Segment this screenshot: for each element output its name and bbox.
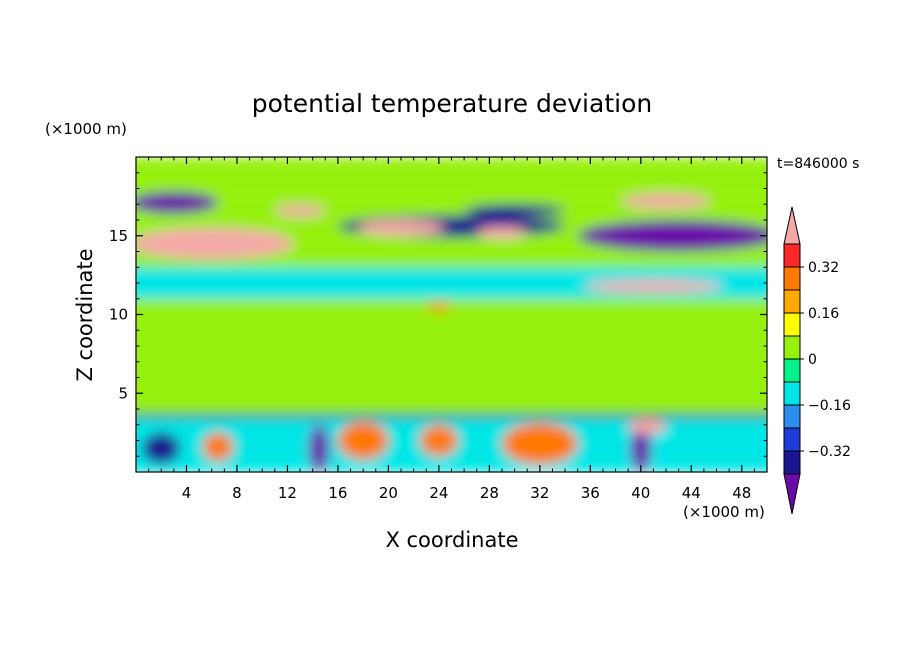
field-blob-10 — [136, 191, 219, 214]
x-tick-label: 36 — [581, 484, 600, 502]
colorbar-box — [783, 289, 801, 314]
field-layer-3 — [136, 292, 767, 299]
colorbar-box — [783, 312, 801, 337]
field-blob-19 — [501, 423, 578, 465]
field-blob-25 — [419, 424, 458, 457]
field-blob-21 — [630, 424, 651, 472]
field-blob-20 — [308, 424, 330, 472]
field-blob-11 — [356, 220, 446, 236]
field-blob-13 — [621, 193, 711, 209]
colorbar-box — [783, 358, 801, 383]
field-blob-9 — [577, 220, 767, 252]
colorbar-tick-label: 0.16 — [808, 306, 839, 322]
y-tick-label: 10 — [109, 306, 128, 324]
colorbar-box — [783, 427, 801, 452]
field-blob-12 — [476, 226, 528, 239]
field-blob-16 — [584, 279, 723, 293]
colorbar-bottom-triangle — [783, 473, 801, 515]
x-tick-label: 8 — [232, 484, 242, 502]
x-axis: 4 8 12 16 20 24 28 32 36 40 44 48 — [148, 157, 755, 502]
field-blob-7 — [136, 227, 294, 260]
colorbar-tick-label: 0.32 — [808, 260, 839, 276]
x-tick-label: 40 — [631, 484, 650, 502]
colorbar-box — [783, 450, 801, 475]
x-tick-label: 48 — [732, 484, 751, 502]
field-layer-6 — [136, 157, 767, 197]
colorbar-tick-label: −0.16 — [808, 398, 851, 414]
x-tick-label: 32 — [530, 484, 549, 502]
time-label: t=846000 s — [777, 156, 859, 172]
chart-title: potential temperature deviation — [252, 89, 652, 118]
x-unit-label: (×1000 m) — [683, 503, 765, 521]
x-tick-label: 16 — [328, 484, 347, 502]
y-tick-label: 5 — [118, 384, 128, 402]
field-blob-14 — [274, 204, 326, 217]
field-blob-18 — [337, 421, 389, 460]
colorbar-box — [783, 266, 801, 291]
x-tick-label: 28 — [480, 484, 499, 502]
field-layer-2 — [136, 298, 767, 414]
x-tick-label: 20 — [379, 484, 398, 502]
colorbar: 0.32 0.16 0 −0.16 −0.32 — [783, 206, 851, 515]
y-tick-label: 15 — [109, 227, 128, 245]
field-blob-15 — [464, 204, 566, 217]
field-blob-23 — [628, 418, 667, 435]
colorbar-top-triangle — [783, 206, 801, 245]
colorbar-box — [783, 243, 801, 268]
field-blob-17 — [426, 302, 452, 311]
x-tick-label: 44 — [682, 484, 701, 502]
colorbar-tick-label: −0.32 — [808, 444, 851, 460]
field-blob-22 — [142, 432, 181, 465]
x-axis-label: X coordinate — [385, 528, 518, 552]
y-axis: 5 10 15 — [109, 172, 767, 457]
colorbar-box — [783, 381, 801, 406]
contour-field — [136, 157, 767, 472]
y-axis-label: Z coordinate — [73, 248, 97, 381]
x-tick-label: 12 — [278, 484, 297, 502]
field-blob-24 — [202, 432, 234, 461]
x-tick-label: 4 — [182, 484, 192, 502]
colorbar-box — [783, 404, 801, 429]
field-layer-1 — [136, 413, 767, 419]
colorbar-tick-label: 0 — [808, 352, 817, 368]
y-unit-label: (×1000 m) — [45, 120, 127, 138]
x-tick-label: 24 — [429, 484, 448, 502]
colorbar-box — [783, 335, 801, 360]
